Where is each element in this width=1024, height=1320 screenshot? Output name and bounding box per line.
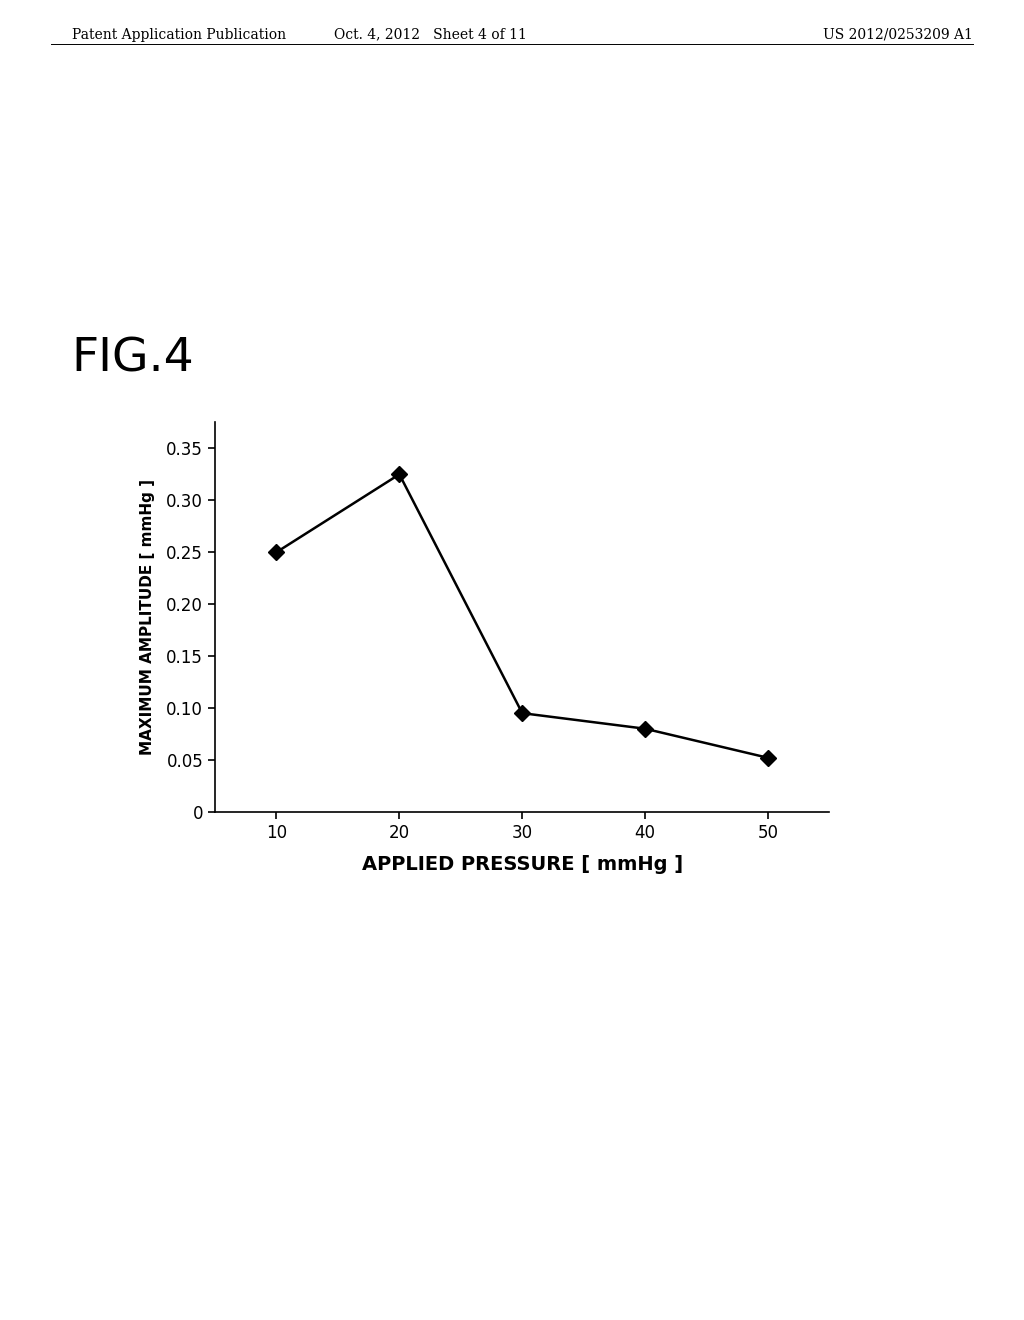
Text: US 2012/0253209 A1: US 2012/0253209 A1 <box>823 28 973 42</box>
Text: FIG.4: FIG.4 <box>72 337 195 381</box>
Text: Oct. 4, 2012   Sheet 4 of 11: Oct. 4, 2012 Sheet 4 of 11 <box>334 28 526 42</box>
X-axis label: APPLIED PRESSURE [ mmHg ]: APPLIED PRESSURE [ mmHg ] <box>361 855 683 874</box>
Text: Patent Application Publication: Patent Application Publication <box>72 28 286 42</box>
Y-axis label: MAXIMUM AMPLITUDE [ mmHg ]: MAXIMUM AMPLITUDE [ mmHg ] <box>140 479 156 755</box>
